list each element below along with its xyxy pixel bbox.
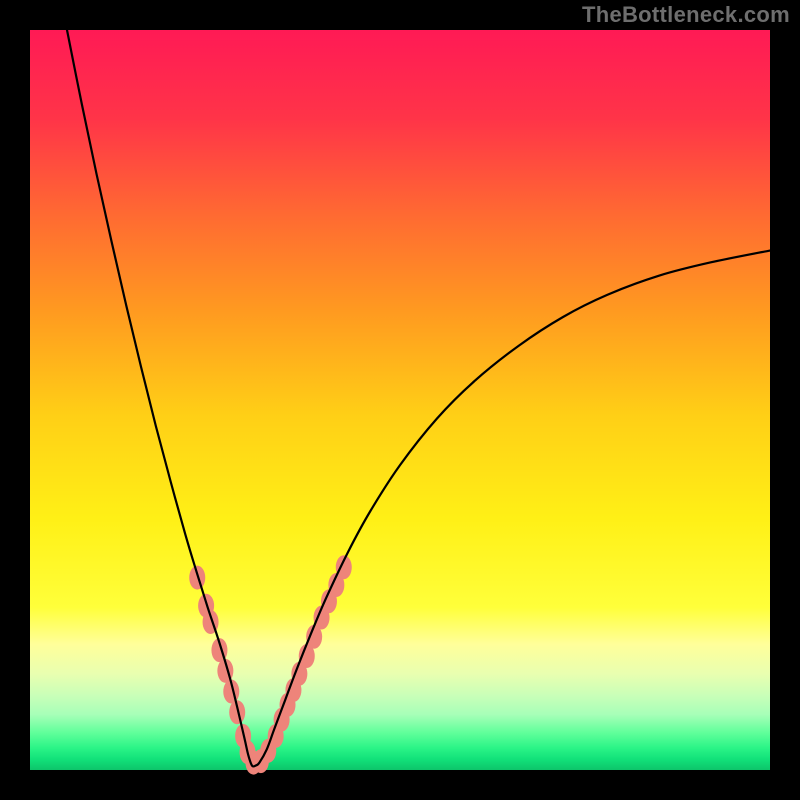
chart-stage: TheBottleneck.com	[0, 0, 800, 800]
plot-background	[30, 30, 770, 770]
attribution-label: TheBottleneck.com	[582, 2, 790, 28]
chart-svg	[0, 0, 800, 800]
